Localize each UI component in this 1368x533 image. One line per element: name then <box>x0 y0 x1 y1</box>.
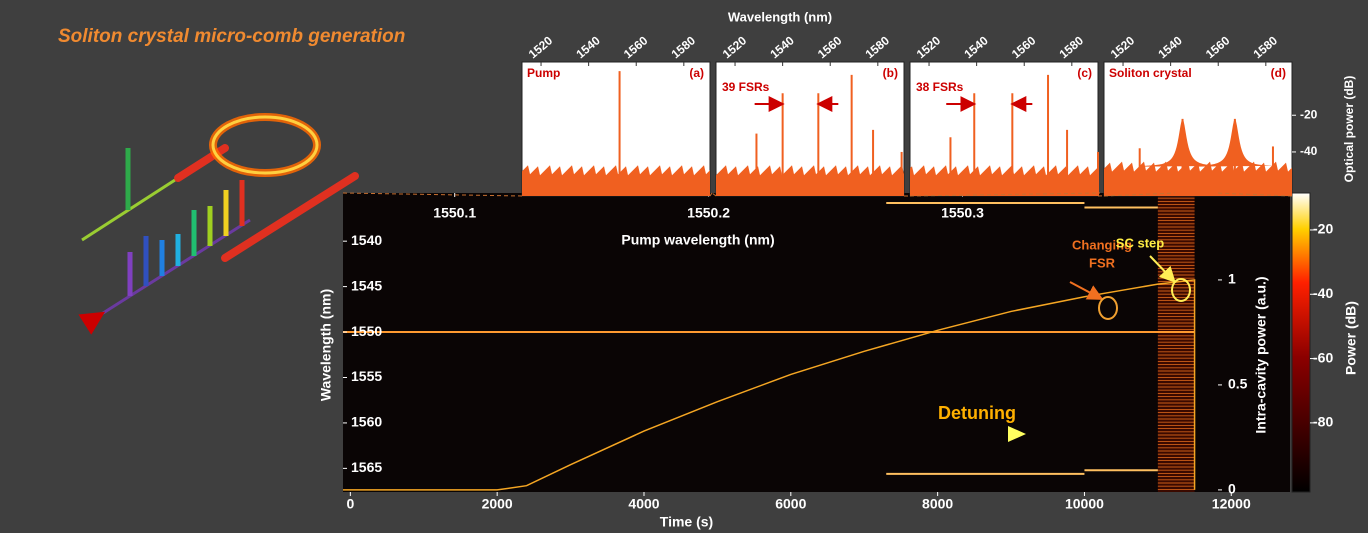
noise-floor <box>910 165 1098 196</box>
panel-label: (a) <box>689 66 704 80</box>
noise-floor <box>716 165 904 196</box>
colorbar-title: Power (dB) <box>1343 301 1359 375</box>
connector <box>1214 192 1293 197</box>
annotation: Changing <box>1072 237 1132 252</box>
panel-annotation: 39 FSRs <box>722 80 770 94</box>
x-tick-label: 10000 <box>1065 496 1104 512</box>
panel-label: (d) <box>1271 66 1286 80</box>
plot-area <box>343 193 1290 492</box>
noise-floor <box>522 165 710 196</box>
x-tick-label: 1580 <box>1057 33 1087 61</box>
noise-floor <box>1104 161 1292 196</box>
y-tick-label: 1540 <box>351 232 382 248</box>
x-tick-label: 0 <box>346 496 354 512</box>
y-tick-label: -40 <box>1300 144 1318 158</box>
y-tick-label: 1565 <box>351 459 382 475</box>
connector <box>342 192 523 197</box>
x-tick-label: 6000 <box>775 496 806 512</box>
colorbar-tick-label: -60 <box>1313 349 1333 365</box>
annotation: SC step <box>1116 235 1164 250</box>
x-tick-label: 1560 <box>815 33 845 61</box>
annotation: FSR <box>1089 255 1116 270</box>
y2-tick-label: 0.5 <box>1228 376 1248 392</box>
annotation-arrow <box>1149 255 1176 283</box>
x-axis-title: Time (s) <box>660 514 713 530</box>
x-tick-label: 1540 <box>573 33 603 61</box>
x-tick-label: 1580 <box>863 33 893 61</box>
y-axis-title: Wavelength (nm) <box>318 289 334 401</box>
panel-name: Pump <box>527 66 560 80</box>
annotation-arrow <box>1069 281 1104 300</box>
x-tick-label: 1520 <box>914 33 944 61</box>
top-tick-label: 1550.1 <box>433 205 476 221</box>
top-axis-title: Pump wavelength (nm) <box>621 232 774 248</box>
connector <box>709 192 713 197</box>
x-tick-label: 1540 <box>961 33 991 61</box>
x-tick-label: 2000 <box>482 496 513 512</box>
illustration <box>78 87 359 335</box>
colorbar-tick-label: -20 <box>1313 221 1333 237</box>
y-tick-label: -20 <box>1300 107 1318 121</box>
y-tick-label: 1550 <box>351 323 382 339</box>
x-tick-label: 1560 <box>1203 33 1233 61</box>
x-tick-label: 1560 <box>1009 33 1039 61</box>
colorbar-tick-label: -80 <box>1313 414 1333 430</box>
connector <box>1103 192 1176 197</box>
x-tick-label: 1560 <box>621 33 651 61</box>
x-tick-label: 1540 <box>767 33 797 61</box>
panel-annotation: 38 FSRs <box>916 80 964 94</box>
colorbar-tick-label: -40 <box>1313 285 1333 301</box>
colorbar <box>1291 192 1311 493</box>
panel-label: (b) <box>883 66 898 80</box>
annotation-circle <box>1171 278 1191 302</box>
connector <box>909 192 1101 197</box>
connector <box>711 192 717 197</box>
intracavity-trace <box>343 279 1196 491</box>
x-tick-label: 1540 <box>1155 33 1185 61</box>
x-tick-label: 4000 <box>628 496 659 512</box>
annotation-circle <box>1098 296 1118 320</box>
x-tick-label: 1520 <box>720 33 750 61</box>
detuning-arrowhead <box>1008 426 1026 442</box>
y-axis-title: Optical power (dB) <box>1342 76 1356 183</box>
x-axis-title: Wavelength (nm) <box>728 9 832 24</box>
y-tick-label: 1555 <box>351 368 382 384</box>
y2-tick-label: 0 <box>1228 481 1236 497</box>
panel-name: Soliton crystal <box>1109 66 1192 80</box>
x-tick-label: 8000 <box>922 496 953 512</box>
x-tick-label: 1520 <box>526 33 556 61</box>
annotation: Detuning <box>938 403 1016 423</box>
x-tick-label: 12000 <box>1212 496 1251 512</box>
y2-axis-title: Intra-cavity power (a.u.) <box>1253 276 1269 433</box>
top-tick-label: 1550.2 <box>687 205 730 221</box>
x-tick-label: 1580 <box>669 33 699 61</box>
top-tick-label: 1550.3 <box>941 205 984 221</box>
y-tick-label: 1560 <box>351 414 382 430</box>
figure-title: Soliton crystal micro-comb generation <box>58 26 405 47</box>
x-tick-label: 1580 <box>1251 33 1281 61</box>
y-tick-label: 1545 <box>351 277 382 293</box>
y2-tick-label: 1 <box>1228 271 1236 287</box>
panel-label: (c) <box>1077 66 1092 80</box>
x-tick-label: 1520 <box>1108 33 1138 61</box>
